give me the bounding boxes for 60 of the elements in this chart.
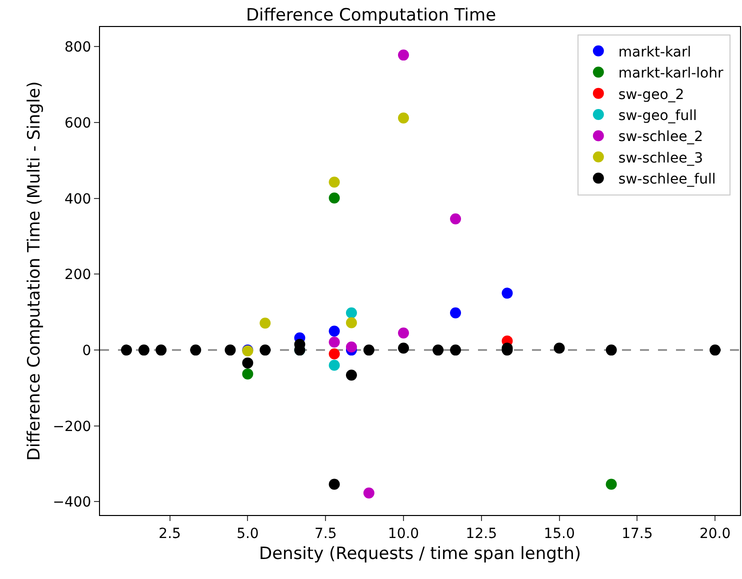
point (120, 344, 132, 356)
x-tick-label: 2.5 (158, 526, 181, 542)
x-tick-label: 20.0 (699, 526, 731, 542)
point (398, 342, 409, 354)
point (363, 344, 374, 356)
y-tick-label: 400 (64, 191, 92, 208)
point (346, 317, 357, 328)
y-tick-label: 800 (64, 40, 92, 56)
point (242, 368, 254, 380)
y-tick-label: 200 (64, 267, 92, 284)
x-tick-label: 7.5 (314, 526, 337, 542)
point (328, 176, 340, 188)
point (450, 213, 462, 224)
point (190, 344, 202, 356)
point (260, 318, 271, 329)
x-tick-label: 12.5 (466, 526, 497, 542)
point (606, 344, 617, 356)
point (710, 344, 721, 356)
y-tick-label: −200 (52, 418, 92, 435)
y-tick-label: 0 (82, 342, 92, 359)
point (346, 370, 357, 381)
y-axis-title: Difference Computation Time (Multi - Single) (24, 81, 44, 461)
point (138, 344, 150, 356)
point (398, 112, 409, 124)
point (502, 288, 513, 299)
legend-label: markt-karl (618, 44, 692, 60)
legend-label: sw-geo_full (618, 108, 697, 124)
point (328, 192, 340, 204)
point (346, 342, 357, 353)
legend-label: sw-geo_2 (618, 86, 684, 103)
point (398, 50, 409, 61)
point (450, 307, 462, 318)
point (328, 348, 340, 360)
point (328, 336, 340, 348)
point (156, 344, 167, 356)
point (363, 488, 374, 499)
point (328, 360, 340, 371)
x-tick-label: 5.0 (236, 526, 259, 542)
point (224, 344, 236, 356)
x-tick-label: 17.5 (622, 526, 653, 542)
chart-title: Difference Computation Time (246, 6, 496, 26)
y-tick-label: −400 (52, 494, 92, 511)
point (398, 328, 409, 338)
legend-label: markt-karl-lohr (618, 66, 724, 82)
point (432, 344, 444, 356)
point (450, 344, 462, 356)
legend-label: sw-schlee_3 (618, 150, 704, 166)
x-tick-label: 15.0 (544, 526, 575, 542)
point (328, 326, 340, 337)
point (554, 342, 565, 354)
point (606, 478, 617, 490)
x-axis-title: Density (Requests / time span length) (259, 544, 581, 564)
point (242, 357, 254, 368)
point (260, 344, 271, 356)
y-tick-label: 600 (64, 115, 92, 132)
legend-label: sw-schlee_2 (618, 129, 704, 146)
point (346, 307, 357, 318)
x-tick-label: 10.0 (388, 526, 420, 542)
point (328, 478, 340, 490)
legend-label: sw-schlee_full (618, 172, 716, 188)
